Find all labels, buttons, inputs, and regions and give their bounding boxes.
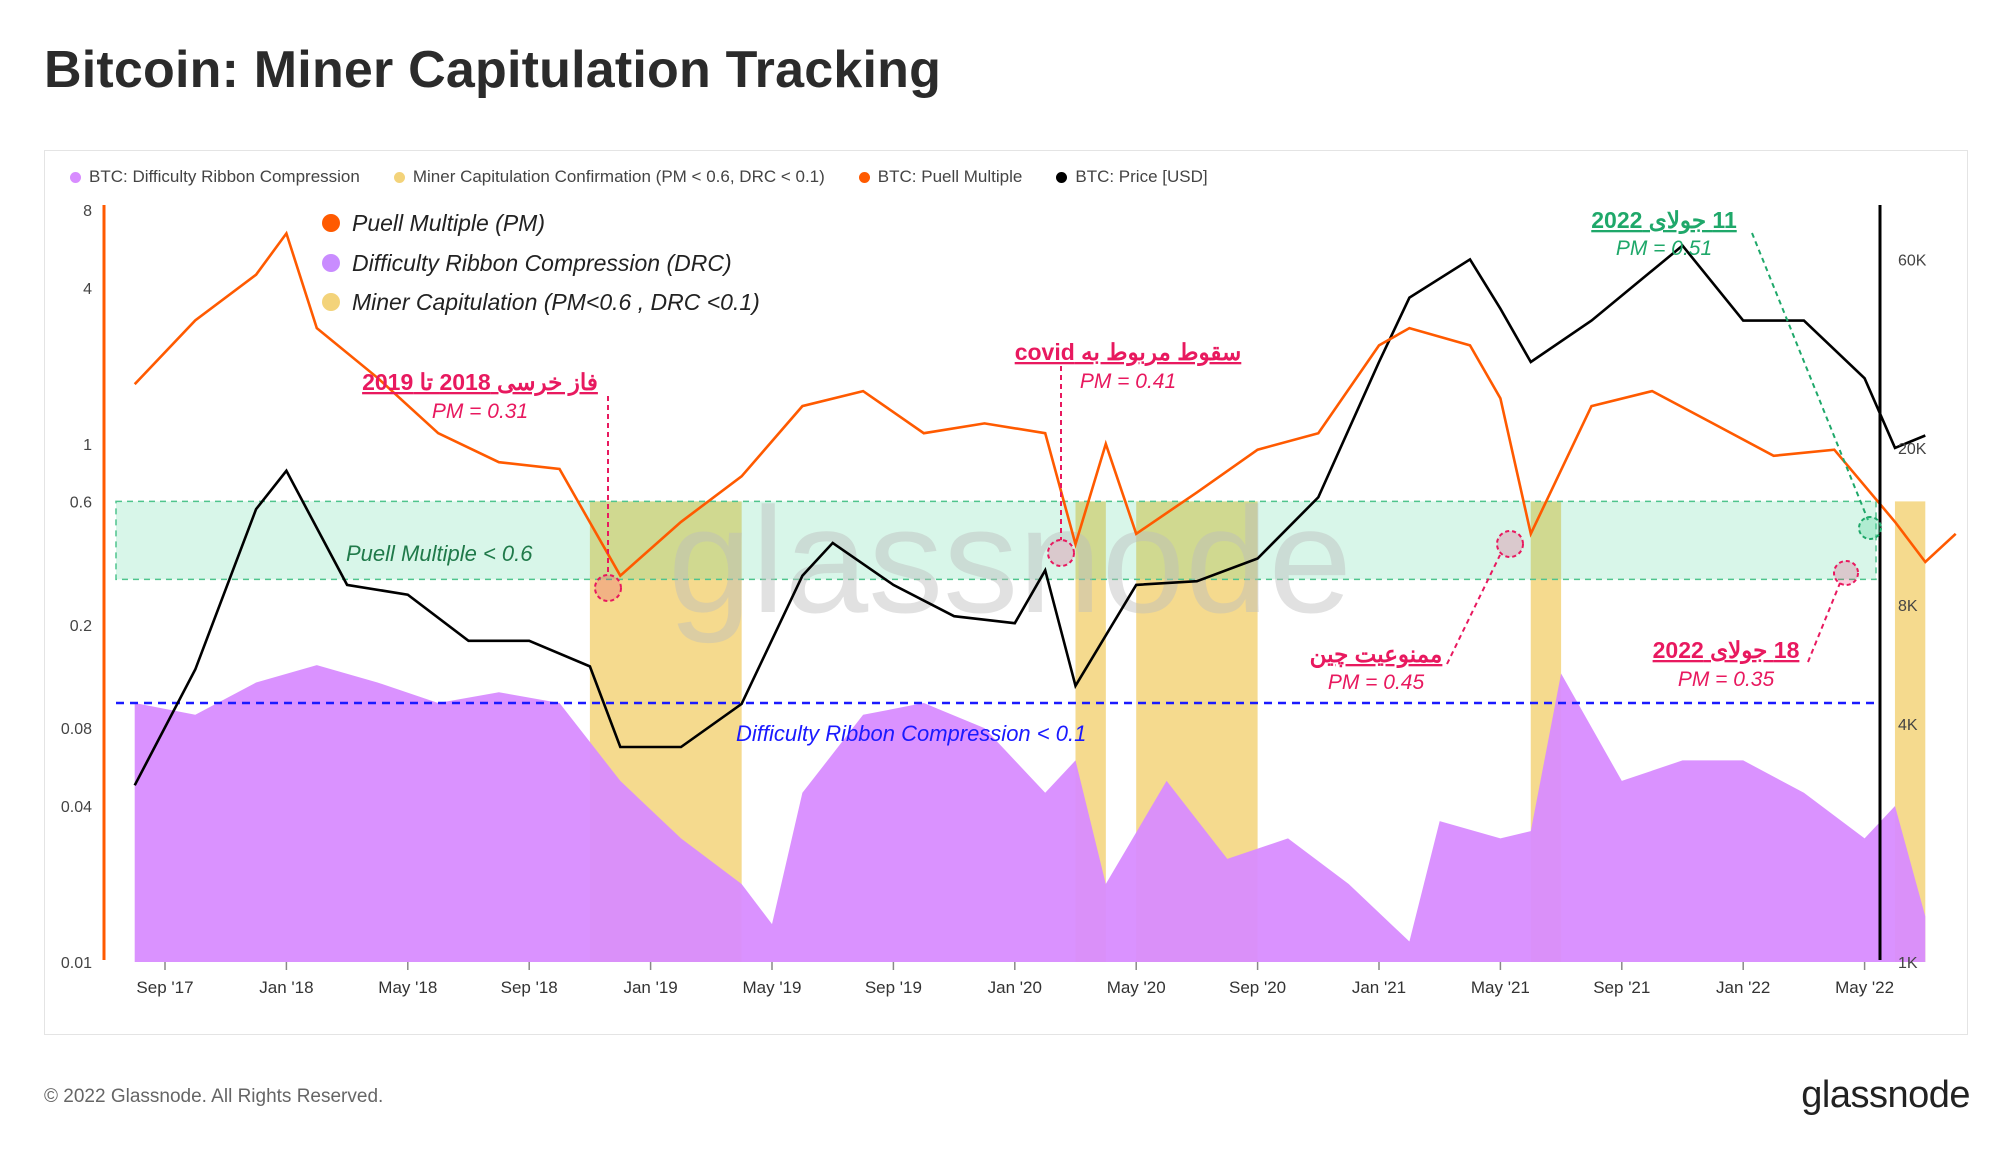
inner-legend-dot-pm [322, 214, 340, 232]
drc-area [134, 665, 1926, 962]
x-tick-label-9: Sep '20 [1229, 978, 1286, 997]
y-left-ticks: 8 4 1 0.6 0.2 0.08 0.04 0.01 [61, 203, 92, 972]
x-tick-label-1: Jan '18 [259, 978, 313, 997]
annotation-covid-pm: PM = 0.41 [1080, 370, 1176, 393]
inner-legend-pm: Puell Multiple (PM) [352, 210, 545, 236]
annotation-jul11-leader [1751, 232, 1869, 521]
annotation-jul18-marker [1833, 560, 1859, 586]
puell-band [115, 500, 1877, 581]
y-right-tick-1: 20K [1898, 441, 1927, 458]
legend-label-capitulation: Miner Capitulation Confirmation (PM < 0.… [412, 167, 825, 186]
drc-line-label: Difficulty Ribbon Compression < 0.1 [736, 721, 1086, 746]
y-left-tick-4: 0.2 [70, 618, 92, 635]
copyright: © 2022 Glassnode. All Rights Reserved. [44, 1086, 384, 1107]
legend-swatch-price [1056, 171, 1068, 183]
annotation-covid-marker [1047, 539, 1075, 567]
brand-logo[interactable]: glassnode [1801, 1074, 1970, 1116]
x-tick-label-14: May '22 [1835, 978, 1894, 997]
legend-label-drc: BTC: Difficulty Ribbon Compression [89, 167, 360, 186]
x-tick-label-3: Sep '18 [501, 978, 558, 997]
inner-legend: Puell Multiple (PM) Difficulty Ribbon Co… [322, 210, 760, 315]
x-tick-label-6: Sep '19 [865, 978, 922, 997]
legend-label-puell: BTC: Puell Multiple [877, 167, 1023, 186]
annotation-bear-title: فاز خرسی 2018 تا 2019 [362, 369, 598, 397]
annotation-bear-marker [594, 574, 622, 602]
x-tick-label-0: Sep '17 [136, 978, 193, 997]
puell-band-label: Puell Multiple < 0.6 [346, 541, 533, 566]
annotation-china-marker [1496, 530, 1524, 558]
inner-legend-dot-cap [322, 293, 340, 311]
x-tick-label-10: Jan '21 [1352, 978, 1406, 997]
y-left-tick-5: 0.08 [61, 721, 92, 738]
x-ticks: Sep '17 Jan '18 May '18 Sep '18 Jan '19 May '… [136, 962, 1894, 997]
legend-item-puell[interactable]: BTC: Puell Multiple [858, 167, 1023, 187]
y-left-tick-6: 0.04 [61, 799, 92, 816]
x-tick-label-11: May '21 [1471, 978, 1530, 997]
x-tick-label-2: May '18 [378, 978, 437, 997]
y-left-tick-1: 4 [83, 281, 92, 298]
x-tick-label-13: Jan '22 [1716, 978, 1770, 997]
x-tick-label-8: May '20 [1107, 978, 1166, 997]
legend-item-price[interactable]: BTC: Price [USD] [1056, 167, 1208, 187]
annotation-jul11-title: 11 جولای 2022 [1591, 207, 1737, 235]
y-right-tick-3: 4K [1898, 717, 1918, 734]
y-right-tick-4: 1K [1898, 955, 1918, 972]
y-right-tick-2: 8K [1898, 598, 1918, 615]
legend-swatch-drc [70, 171, 81, 183]
annotation-jul11-marker [1858, 516, 1882, 540]
annotation-jul11-pm: PM = 0.51 [1616, 237, 1712, 260]
page-title: Bitcoin: Miner Capitulation Tracking [44, 41, 942, 99]
puell-line [133, 230, 1957, 578]
x-tick-label-5: May '19 [743, 978, 802, 997]
x-tick-label-12: Sep '21 [1593, 978, 1650, 997]
annotation-china-pm: PM = 0.45 [1328, 671, 1425, 694]
y-right-ticks: 60K 20K 8K 4K 1K [1898, 252, 1927, 972]
chart-legend: BTC: Difficulty Ribbon Compression Miner… [70, 167, 1208, 187]
watermark: glassnode [668, 476, 1352, 644]
annotation-jul18-pm: PM = 0.35 [1678, 668, 1775, 691]
x-tick-label-7: Jan '20 [988, 978, 1042, 997]
legend-swatch-puell [858, 171, 870, 183]
annotation-covid-title: سقوط مربوط به covid [1015, 339, 1242, 367]
inner-legend-drc: Difficulty Ribbon Compression (DRC) [352, 250, 732, 276]
annotation-jul18-title: 18 جولای 2022 [1653, 637, 1800, 665]
inner-legend-dot-drc [322, 254, 340, 272]
x-tick-label-4: Jan '19 [623, 978, 677, 997]
annotation-china-leader [1446, 554, 1501, 665]
annotation-china-title: ممنوعیت چین [1310, 641, 1443, 669]
price-line [133, 243, 1926, 786]
y-left-tick-7: 0.01 [61, 955, 92, 972]
legend-swatch-capitulation [393, 171, 405, 183]
y-left-tick-0: 8 [83, 203, 92, 220]
annotation-jul18-leader [1807, 582, 1841, 663]
chart-frame [44, 150, 1968, 1035]
annotation-bear-pm: PM = 0.31 [432, 400, 528, 423]
legend-label-price: BTC: Price [USD] [1075, 167, 1208, 186]
y-left-tick-3: 0.6 [70, 494, 92, 511]
legend-item-drc[interactable]: BTC: Difficulty Ribbon Compression [70, 167, 360, 187]
inner-legend-cap: Miner Capitulation (PM<0.6 , DRC <0.1) [352, 289, 760, 315]
y-left-tick-2: 1 [83, 437, 92, 454]
y-right-tick-0: 60K [1898, 252, 1927, 269]
legend-item-capitulation[interactable]: Miner Capitulation Confirmation (PM < 0.… [393, 167, 825, 187]
